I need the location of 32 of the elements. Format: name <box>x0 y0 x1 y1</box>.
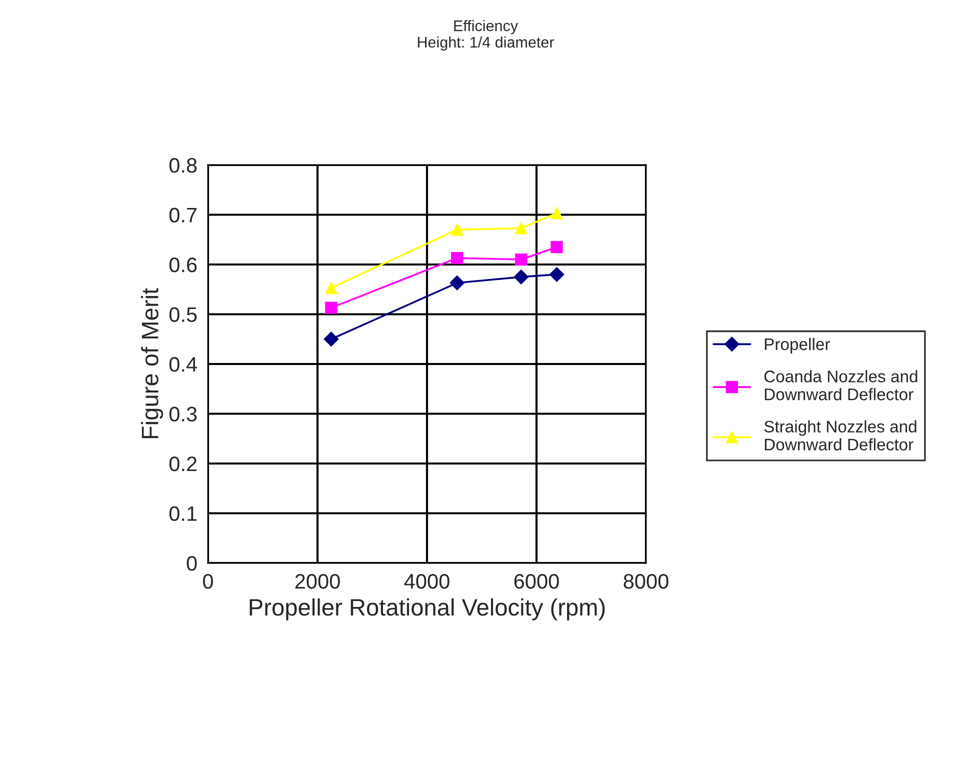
point <box>550 241 563 254</box>
point <box>450 276 465 290</box>
y-tick-label: 0 <box>186 556 197 571</box>
legend-label: Coanda Nozzles and Downward Deflector <box>764 370 918 400</box>
legend-label: Propeller <box>764 338 830 354</box>
point <box>514 270 529 284</box>
point <box>550 207 563 220</box>
x-axis-title: Propeller Rotational Velocity (rpm) <box>250 598 605 620</box>
point <box>451 224 464 236</box>
y-tick-label: 0.6 <box>169 258 197 272</box>
point <box>324 332 339 347</box>
point <box>515 253 528 266</box>
point <box>451 252 464 264</box>
y-tick-label: 0.4 <box>169 357 197 372</box>
x-tick-label: 6000 <box>514 574 559 589</box>
y-tick-label: 0.7 <box>169 208 197 223</box>
x-tick-label: 8000 <box>624 574 668 589</box>
point <box>325 302 338 314</box>
legend-label: Straight Nozzles and Downward Deflector <box>764 420 916 450</box>
x-tick-label: 0 <box>203 574 213 589</box>
y-tick-label: 0.1 <box>169 506 197 522</box>
x-tick-label: 4000 <box>404 574 450 589</box>
y-tick-label: 0.2 <box>169 456 197 472</box>
y-axis-title: Figure of Merit <box>141 288 164 438</box>
point <box>515 222 528 234</box>
y-tick-label: 0.3 <box>169 406 197 422</box>
chart-title: Efficiency Height: 1/4 diameter <box>418 20 554 51</box>
x-tick-label: 2000 <box>295 574 340 589</box>
y-tick-label: 0.8 <box>169 158 197 173</box>
point <box>549 267 564 282</box>
y-tick-label: 0.5 <box>169 307 197 322</box>
point <box>325 282 338 294</box>
